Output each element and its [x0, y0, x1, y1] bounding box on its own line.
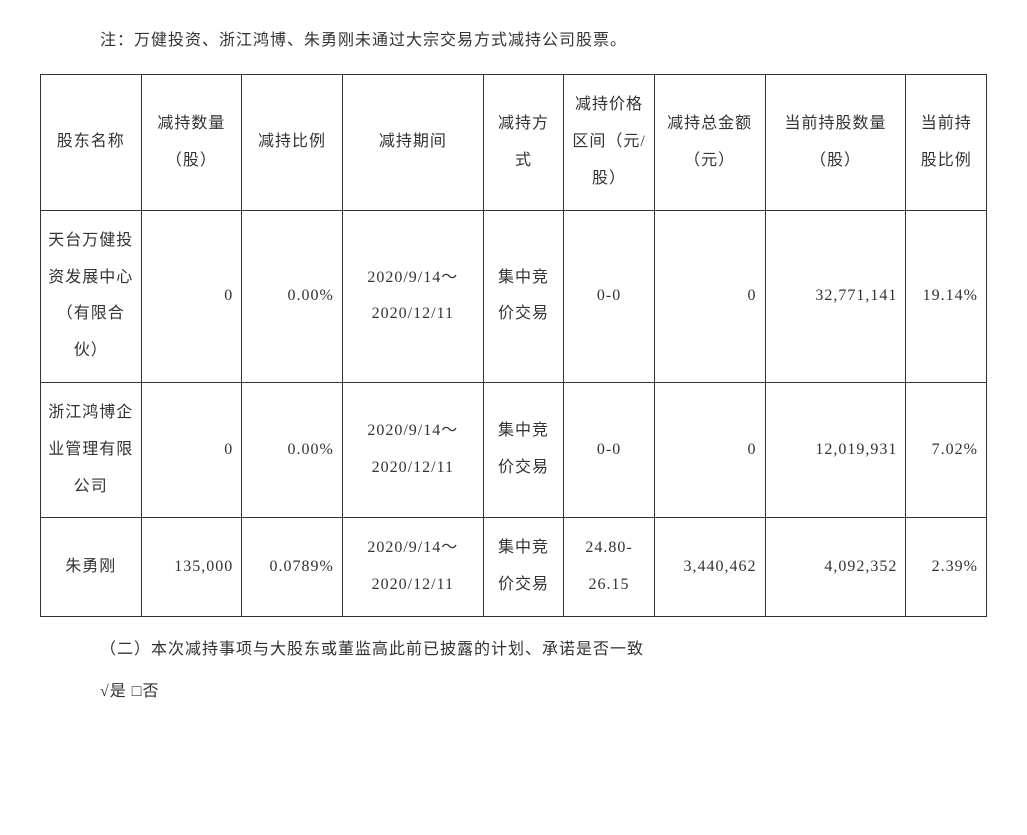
col-header-curratio: 当前持股比例: [906, 75, 987, 210]
cell-ratio: 0.0789%: [242, 518, 343, 617]
cell-qty: 0: [141, 382, 242, 517]
cell-range: 0-0: [564, 210, 655, 382]
col-header-name: 股东名称: [41, 75, 142, 210]
col-header-ratio: 减持比例: [242, 75, 343, 210]
col-header-range: 减持价格区间（元/股）: [564, 75, 655, 210]
cell-name: 天台万健投资发展中心（有限合伙）: [41, 210, 142, 382]
table-row: 朱勇刚 135,000 0.0789% 2020/9/14～2020/12/11…: [41, 518, 987, 617]
cell-amount: 3,440,462: [654, 518, 765, 617]
cell-method: 集中竞价交易: [483, 518, 564, 617]
col-header-amount: 减持总金额（元）: [654, 75, 765, 210]
cell-range: 0-0: [564, 382, 655, 517]
table-header-row: 股东名称 减持数量（股） 减持比例 减持期间 减持方式 减持价格区间（元/股） …: [41, 75, 987, 210]
cell-curratio: 7.02%: [906, 382, 987, 517]
cell-curratio: 2.39%: [906, 518, 987, 617]
reduction-table: 股东名称 减持数量（股） 减持比例 减持期间 减持方式 减持价格区间（元/股） …: [40, 74, 987, 617]
table-row: 天台万健投资发展中心（有限合伙） 0 0.00% 2020/9/14～2020/…: [41, 210, 987, 382]
col-header-qty: 减持数量（股）: [141, 75, 242, 210]
col-header-period: 减持期间: [342, 75, 483, 210]
cell-period: 2020/9/14～2020/12/11: [342, 210, 483, 382]
cell-holding: 12,019,931: [765, 382, 906, 517]
cell-holding: 32,771,141: [765, 210, 906, 382]
cell-period: 2020/9/14～2020/12/11: [342, 382, 483, 517]
cell-ratio: 0.00%: [242, 382, 343, 517]
cell-qty: 0: [141, 210, 242, 382]
note-text: 注：万健投资、浙江鸿博、朱勇刚未通过大宗交易方式减持公司股票。: [40, 26, 987, 56]
cell-method: 集中竞价交易: [483, 382, 564, 517]
cell-period: 2020/9/14～2020/12/11: [342, 518, 483, 617]
col-header-holding: 当前持股数量（股）: [765, 75, 906, 210]
cell-method: 集中竞价交易: [483, 210, 564, 382]
table-row: 浙江鸿博企业管理有限公司 0 0.00% 2020/9/14～2020/12/1…: [41, 382, 987, 517]
cell-ratio: 0.00%: [242, 210, 343, 382]
cell-holding: 4,092,352: [765, 518, 906, 617]
cell-amount: 0: [654, 210, 765, 382]
cell-name: 浙江鸿博企业管理有限公司: [41, 382, 142, 517]
col-header-method: 减持方式: [483, 75, 564, 210]
footer-section-title: （二）本次减持事项与大股东或董监高此前已披露的计划、承诺是否一致: [40, 635, 987, 665]
cell-amount: 0: [654, 382, 765, 517]
cell-name: 朱勇刚: [41, 518, 142, 617]
cell-curratio: 19.14%: [906, 210, 987, 382]
cell-range: 24.80-26.15: [564, 518, 655, 617]
footer-check-option: √是 □否: [40, 677, 987, 707]
cell-qty: 135,000: [141, 518, 242, 617]
